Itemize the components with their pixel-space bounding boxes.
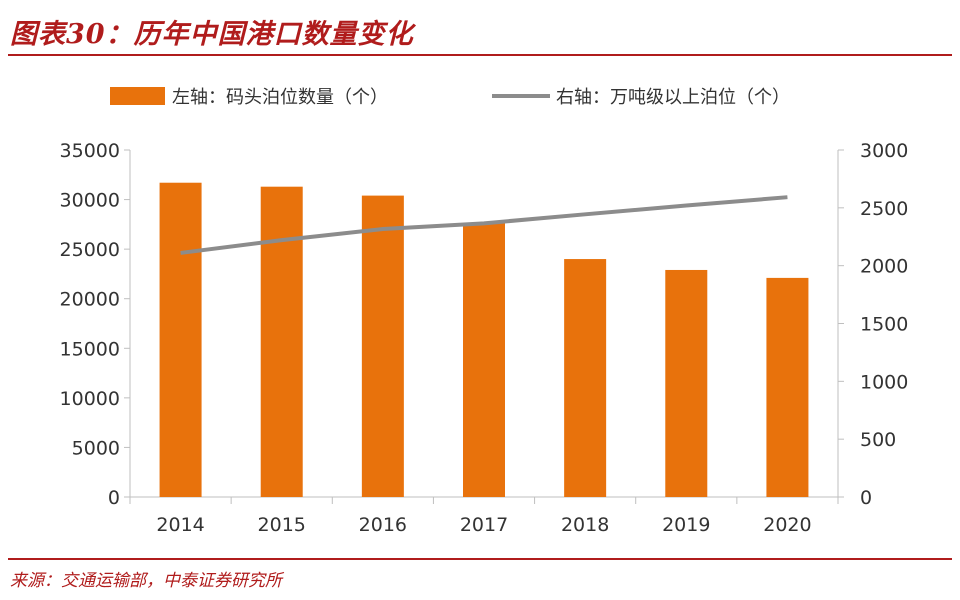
left-axis-tick-label: 10000 bbox=[60, 388, 120, 410]
x-axis-tick-label: 2018 bbox=[561, 514, 609, 536]
legend-swatch-berths bbox=[110, 87, 165, 105]
legend-label-berths: 左轴：码头泊位数量（个） bbox=[172, 87, 388, 108]
source-divider bbox=[8, 558, 952, 560]
left-axis-tick-label: 25000 bbox=[60, 239, 120, 261]
bar-berths-2019 bbox=[665, 269, 708, 497]
bar-berths-2017 bbox=[463, 223, 505, 497]
right-axis-tick-label: 0 bbox=[860, 487, 872, 509]
right-axis-tick-label: 500 bbox=[860, 429, 896, 451]
right-axis-tick-label: 1500 bbox=[860, 314, 908, 336]
left-axis-tick-label: 0 bbox=[108, 487, 120, 509]
right-axis-tick-label: 2500 bbox=[860, 198, 908, 220]
left-axis-tick-label: 15000 bbox=[60, 338, 120, 360]
x-axis-tick-label: 2014 bbox=[156, 514, 204, 536]
chart-title: 图表30：历年中国港口数量变化 bbox=[10, 19, 414, 50]
title-divider bbox=[8, 54, 952, 56]
left-axis-tick-label: 35000 bbox=[60, 140, 120, 162]
x-axis-tick-label: 2017 bbox=[460, 514, 508, 536]
plot-area: 0 5000 10000 15000 20000 25000 30000 35000 0 500 1… bbox=[60, 140, 909, 536]
left-axis-tick-label: 20000 bbox=[60, 289, 120, 311]
x-axis-tick-label: 2020 bbox=[763, 514, 811, 536]
left-axis-tick-label: 30000 bbox=[60, 190, 120, 212]
right-axis-tick-label: 1000 bbox=[860, 371, 908, 393]
right-axis-tick-label: 3000 bbox=[860, 140, 908, 162]
bar-berths-2020 bbox=[766, 277, 809, 497]
bar-berths-2018 bbox=[564, 259, 607, 497]
right-axis-tick-label: 2000 bbox=[860, 256, 908, 278]
bar-berths-2016 bbox=[361, 195, 404, 497]
bar-berths-2015 bbox=[260, 186, 303, 497]
legend: 左轴：码头泊位数量（个） 右轴：万吨级以上泊位（个） bbox=[110, 87, 790, 108]
x-axis-tick-label: 2015 bbox=[258, 514, 306, 536]
line-large-berths bbox=[180, 195, 788, 255]
x-axis-tick-label: 2016 bbox=[359, 514, 407, 536]
x-axis-tick-label: 2019 bbox=[662, 514, 710, 536]
bar-berths-2014 bbox=[159, 182, 202, 497]
left-axis-tick-label: 5000 bbox=[72, 437, 120, 459]
legend-label-large-berths: 右轴：万吨级以上泊位（个） bbox=[556, 87, 790, 108]
source-note: 来源：交通运输部，中泰证券研究所 bbox=[10, 571, 282, 591]
